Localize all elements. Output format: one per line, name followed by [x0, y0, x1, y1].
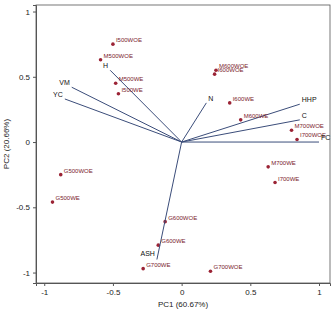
plot-area	[51, 42, 319, 273]
tick-label: -0.5	[107, 288, 121, 297]
tick-label: -1	[23, 269, 31, 278]
score-point	[111, 42, 115, 46]
tick-label: 1	[317, 288, 322, 297]
score-point	[213, 72, 217, 76]
tick-mark	[250, 283, 251, 286]
point-label: G700WE	[146, 262, 170, 268]
tick-label: 0.5	[245, 288, 257, 297]
point-label: M700WE	[271, 160, 296, 166]
tick-label: 0	[26, 138, 31, 147]
tick: 1	[26, 8, 36, 17]
tick-mark	[33, 77, 36, 78]
tick-label: 0	[180, 288, 185, 297]
point-label: M600WE	[244, 113, 269, 119]
tick: -1	[41, 283, 49, 297]
labels: I500WOEM500WOEM500WEI500WEM600WOEI600WOE…	[53, 37, 330, 270]
point-label: M500WE	[119, 76, 144, 82]
point-label: G700WOE	[213, 264, 242, 270]
score-point	[141, 267, 145, 271]
vector-label: N	[208, 95, 213, 102]
score-point	[99, 58, 103, 62]
score-point	[266, 165, 270, 169]
score-point	[117, 92, 121, 96]
tick-label: 1	[26, 8, 31, 17]
point-label: G500WE	[55, 195, 79, 201]
y-axis: -1 -0.5 0 0.5 1	[16, 6, 36, 284]
tick-label: -1	[41, 288, 49, 297]
tick-label: -0.5	[16, 203, 30, 212]
score-point	[114, 82, 118, 86]
tick-mark	[113, 283, 114, 286]
x-axis-title: PC1 (60.67%)	[158, 300, 209, 309]
score-point	[59, 173, 63, 177]
tick: 0.5	[245, 283, 257, 297]
vector-label: VM	[59, 79, 70, 86]
score-point	[239, 118, 243, 122]
vector-label: H	[103, 62, 108, 69]
axis-line	[33, 6, 37, 284]
vector-label: YC	[53, 91, 63, 98]
vector-label: HHP	[302, 96, 317, 103]
loading-vector	[65, 99, 182, 142]
chart: -1 -0.5 0 0.5 1 -1 -0.5 0 0.5 1 PC1 (60.67%) PC2 (2…	[0, 0, 335, 310]
loading-vector	[110, 70, 181, 142]
x-axis: -1 -0.5 0 0.5 1	[37, 283, 331, 297]
score-point	[273, 181, 277, 185]
tick: -0.5	[107, 283, 121, 297]
loading-vector	[182, 103, 207, 142]
tick-mark	[319, 283, 320, 286]
tick: -0.5	[16, 203, 36, 212]
vector-label: C	[302, 112, 307, 119]
point-label: I600WE	[233, 96, 254, 102]
score-point	[290, 128, 294, 132]
tick-mark	[182, 283, 183, 286]
tick-mark	[33, 207, 36, 208]
point-label: M700WOE	[295, 123, 324, 129]
loading-vector	[182, 104, 300, 142]
point-label: G600WE	[161, 238, 185, 244]
plot-frame	[36, 5, 330, 283]
point-label: G600WOE	[168, 215, 197, 221]
axis-line	[37, 284, 331, 287]
vector-label: FC	[321, 134, 330, 141]
score-point	[51, 200, 55, 204]
vector-label: ASH	[140, 250, 154, 257]
loading-vector	[182, 142, 319, 143]
loading-vector	[72, 87, 182, 142]
score-point	[228, 101, 232, 105]
tick-mark	[33, 142, 36, 143]
point-label: I600WOE	[218, 67, 244, 73]
tick-mark	[44, 283, 45, 286]
tick-label: 0.5	[19, 73, 31, 82]
tick: 0	[26, 138, 36, 147]
y-axis-title: PC2 (20.66%)	[2, 119, 11, 170]
point-label: G500WOE	[64, 168, 93, 174]
point-label: M500WOE	[104, 53, 133, 59]
point-label: I500WOE	[116, 37, 142, 43]
tick-mark	[33, 12, 36, 13]
point-label: I500WE	[121, 87, 142, 93]
score-point	[295, 138, 299, 142]
tick: 1	[317, 283, 322, 297]
loading-vector	[182, 120, 300, 142]
tick: 0	[180, 283, 185, 297]
tick: 0.5	[19, 73, 36, 82]
tick: -1	[23, 269, 36, 278]
point-label: I700WE	[278, 176, 299, 182]
tick-mark	[33, 273, 36, 274]
score-point	[209, 269, 213, 273]
